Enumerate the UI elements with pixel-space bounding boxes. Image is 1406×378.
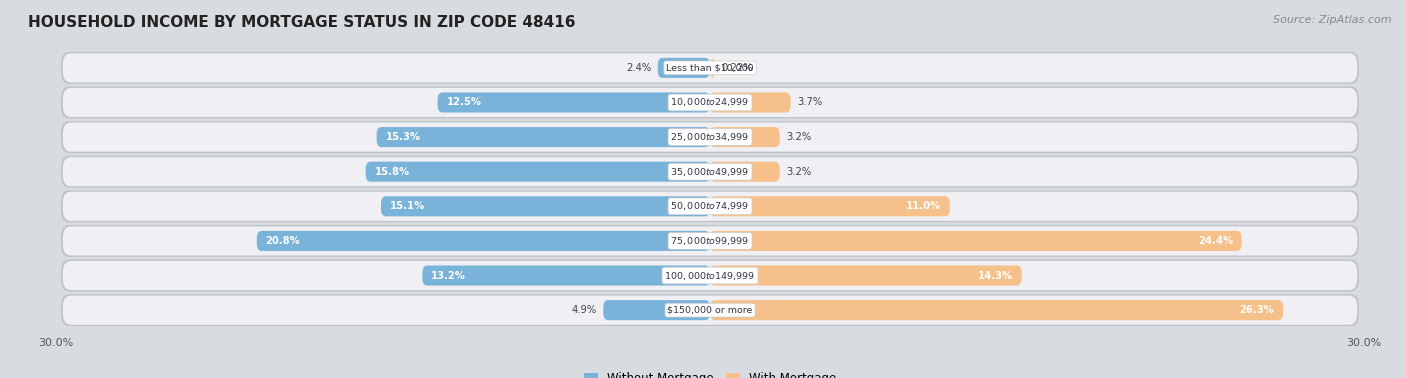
FancyBboxPatch shape	[603, 300, 710, 320]
Text: 26.3%: 26.3%	[1240, 305, 1274, 315]
Text: $35,000 to $49,999: $35,000 to $49,999	[671, 166, 749, 178]
FancyBboxPatch shape	[60, 156, 1360, 187]
FancyBboxPatch shape	[437, 93, 710, 113]
Text: $25,000 to $34,999: $25,000 to $34,999	[671, 131, 749, 143]
Text: 3.7%: 3.7%	[797, 98, 823, 107]
Text: 24.4%: 24.4%	[1198, 236, 1233, 246]
FancyBboxPatch shape	[63, 88, 1357, 117]
Text: HOUSEHOLD INCOME BY MORTGAGE STATUS IN ZIP CODE 48416: HOUSEHOLD INCOME BY MORTGAGE STATUS IN Z…	[28, 15, 575, 30]
FancyBboxPatch shape	[60, 260, 1360, 291]
FancyBboxPatch shape	[257, 231, 710, 251]
FancyBboxPatch shape	[63, 296, 1357, 325]
Text: 15.8%: 15.8%	[374, 167, 409, 177]
Text: Source: ZipAtlas.com: Source: ZipAtlas.com	[1274, 15, 1392, 25]
Text: $150,000 or more: $150,000 or more	[668, 306, 752, 314]
Text: 3.2%: 3.2%	[786, 167, 811, 177]
Text: 15.1%: 15.1%	[389, 201, 425, 211]
FancyBboxPatch shape	[60, 52, 1360, 84]
Text: 13.2%: 13.2%	[432, 271, 465, 280]
Text: 20.8%: 20.8%	[266, 236, 301, 246]
FancyBboxPatch shape	[422, 265, 710, 285]
FancyBboxPatch shape	[60, 121, 1360, 153]
FancyBboxPatch shape	[63, 53, 1357, 82]
Text: 11.0%: 11.0%	[905, 201, 941, 211]
FancyBboxPatch shape	[710, 58, 714, 78]
FancyBboxPatch shape	[710, 231, 1241, 251]
Text: 2.4%: 2.4%	[626, 63, 651, 73]
FancyBboxPatch shape	[710, 196, 950, 216]
Text: $75,000 to $99,999: $75,000 to $99,999	[671, 235, 749, 247]
FancyBboxPatch shape	[710, 300, 1284, 320]
Text: 4.9%: 4.9%	[571, 305, 596, 315]
Text: 3.2%: 3.2%	[786, 132, 811, 142]
FancyBboxPatch shape	[710, 265, 1022, 285]
FancyBboxPatch shape	[710, 93, 790, 113]
FancyBboxPatch shape	[63, 192, 1357, 221]
FancyBboxPatch shape	[63, 261, 1357, 290]
FancyBboxPatch shape	[366, 162, 710, 182]
Text: 0.22%: 0.22%	[721, 63, 754, 73]
FancyBboxPatch shape	[658, 58, 710, 78]
FancyBboxPatch shape	[63, 226, 1357, 256]
FancyBboxPatch shape	[63, 122, 1357, 152]
FancyBboxPatch shape	[60, 87, 1360, 118]
Text: $10,000 to $24,999: $10,000 to $24,999	[671, 96, 749, 108]
Text: $100,000 to $149,999: $100,000 to $149,999	[665, 270, 755, 282]
Text: 15.3%: 15.3%	[385, 132, 420, 142]
FancyBboxPatch shape	[63, 157, 1357, 186]
FancyBboxPatch shape	[60, 294, 1360, 326]
Text: Less than $10,000: Less than $10,000	[666, 64, 754, 72]
FancyBboxPatch shape	[381, 196, 710, 216]
FancyBboxPatch shape	[377, 127, 710, 147]
FancyBboxPatch shape	[60, 225, 1360, 257]
FancyBboxPatch shape	[710, 162, 780, 182]
Text: $50,000 to $74,999: $50,000 to $74,999	[671, 200, 749, 212]
FancyBboxPatch shape	[710, 127, 780, 147]
Text: 14.3%: 14.3%	[977, 271, 1012, 280]
Legend: Without Mortgage, With Mortgage: Without Mortgage, With Mortgage	[579, 367, 841, 378]
FancyBboxPatch shape	[60, 191, 1360, 222]
Text: 12.5%: 12.5%	[446, 98, 481, 107]
